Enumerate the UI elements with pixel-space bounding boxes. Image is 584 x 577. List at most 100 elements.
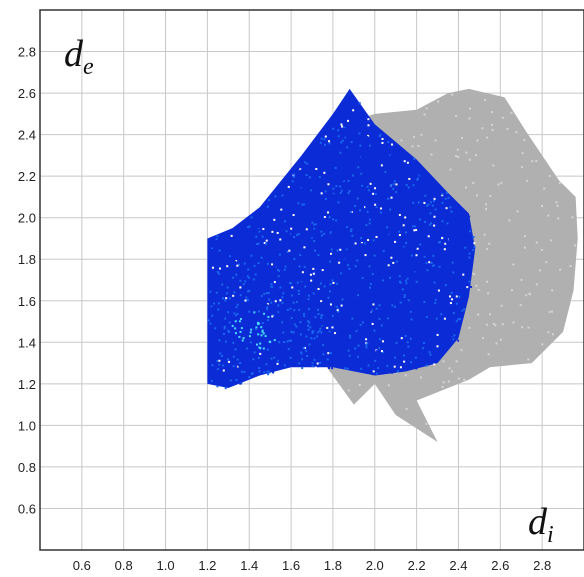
data-point [433, 264, 436, 267]
data-point [399, 281, 402, 284]
data-point [323, 232, 326, 235]
data-point [372, 303, 375, 306]
data-point [344, 279, 347, 282]
data-point [367, 124, 370, 127]
data-point [265, 363, 268, 366]
data-point [408, 173, 411, 176]
data-point [389, 184, 392, 187]
data-point [429, 353, 432, 356]
data-point [249, 341, 252, 344]
data-point [305, 335, 308, 338]
data-point [292, 301, 295, 304]
data-point [270, 283, 273, 286]
data-point [452, 312, 455, 315]
y-tick-label: 1.2 [18, 377, 36, 392]
data-point [453, 335, 456, 338]
data-point [325, 312, 328, 315]
data-point [347, 99, 350, 102]
grey-speckle [455, 155, 458, 158]
data-point [307, 260, 310, 263]
data-point [276, 252, 279, 255]
data-point [398, 234, 401, 237]
grey-speckle [499, 338, 502, 341]
data-point [323, 292, 326, 295]
data-point [323, 216, 326, 219]
data-point [372, 160, 375, 163]
data-point [381, 167, 384, 170]
data-point [320, 230, 323, 233]
data-point [413, 354, 416, 357]
data-point [332, 281, 335, 284]
data-point [241, 339, 244, 342]
data-point [207, 319, 210, 322]
data-point [439, 293, 442, 296]
data-point [347, 110, 350, 113]
data-point [433, 230, 436, 233]
data-point [290, 316, 293, 319]
data-point [423, 341, 426, 344]
data-point [310, 189, 313, 192]
data-point [428, 261, 431, 264]
data-point [450, 210, 453, 213]
data-point [450, 317, 453, 320]
data-point [403, 296, 406, 299]
data-point [373, 365, 376, 368]
data-point [248, 294, 251, 297]
data-point [346, 164, 349, 167]
data-point [432, 254, 435, 257]
data-point [367, 118, 370, 121]
data-point [404, 231, 407, 234]
data-point [266, 370, 269, 373]
data-point [345, 337, 348, 340]
data-point [348, 267, 351, 270]
data-point [346, 226, 349, 229]
data-point [237, 364, 240, 367]
data-point [421, 255, 424, 258]
data-point [247, 219, 250, 222]
data-point [390, 256, 393, 259]
data-point [298, 257, 301, 260]
data-point [316, 362, 319, 365]
data-point [321, 324, 324, 327]
data-point [448, 331, 451, 334]
data-point [234, 332, 237, 335]
grey-speckle [460, 349, 463, 352]
data-point [214, 327, 217, 330]
data-point [373, 364, 376, 367]
data-point [290, 232, 293, 235]
data-point [394, 292, 397, 295]
data-point [390, 238, 393, 241]
data-point [400, 246, 403, 249]
data-point [259, 342, 262, 345]
grey-speckle [485, 323, 488, 326]
data-point [272, 342, 275, 345]
data-point [325, 222, 328, 225]
data-point [452, 313, 455, 316]
data-point [302, 203, 305, 206]
data-point [423, 300, 426, 303]
data-point [217, 273, 220, 276]
data-point [305, 228, 308, 231]
data-point [461, 289, 464, 292]
data-point [348, 246, 351, 249]
data-point [324, 161, 327, 164]
data-point [266, 303, 269, 306]
data-point [427, 291, 430, 294]
grey-speckle [521, 166, 524, 169]
data-point [396, 231, 399, 234]
data-point [292, 321, 295, 324]
data-point [301, 367, 304, 370]
data-point [299, 254, 302, 257]
grey-speckle [541, 343, 544, 346]
y-tick-label: 2.0 [18, 211, 36, 226]
data-point [227, 256, 230, 259]
data-point [208, 353, 211, 356]
data-point [405, 321, 408, 324]
data-point [451, 257, 454, 260]
data-point [332, 138, 335, 141]
data-point [431, 204, 434, 207]
data-point [349, 323, 352, 326]
data-point [236, 303, 239, 306]
data-point [375, 252, 378, 255]
data-point [346, 367, 349, 370]
